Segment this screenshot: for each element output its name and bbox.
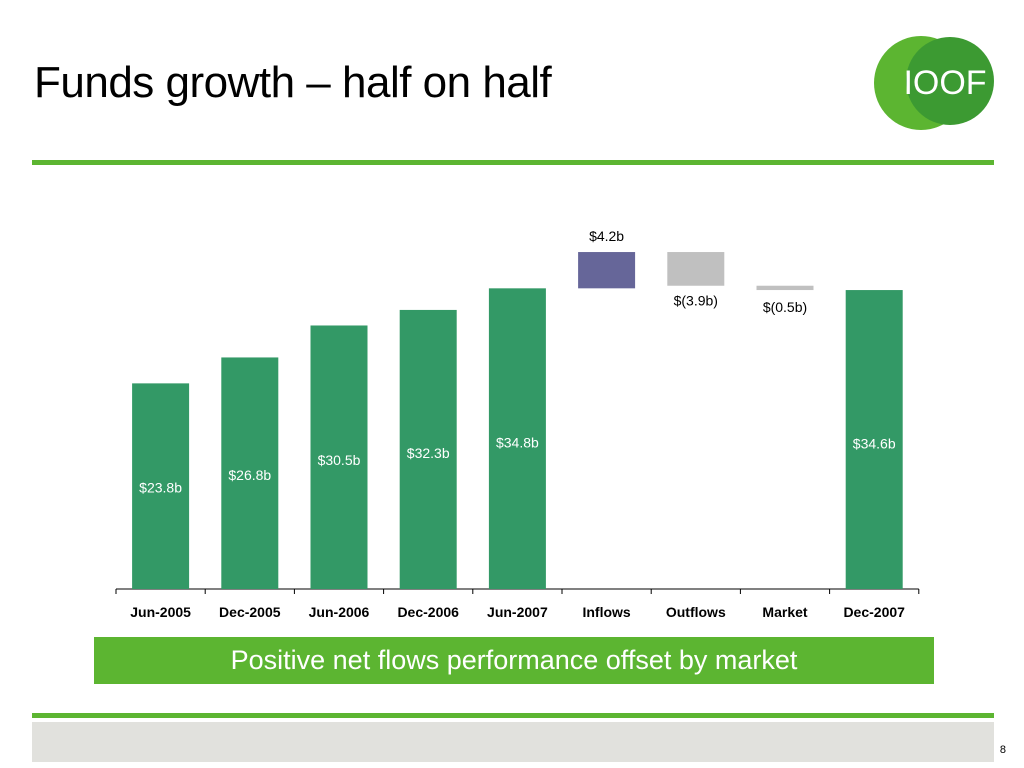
data-label: $34.6b — [853, 435, 896, 451]
data-label: $23.8b — [139, 479, 182, 495]
data-label: $(3.9b) — [674, 293, 718, 309]
x-tick-label: Jun-2006 — [309, 604, 370, 620]
data-label: $32.3b — [407, 445, 450, 461]
data-label: $4.2b — [589, 228, 624, 244]
x-tick-label: Dec-2006 — [397, 604, 459, 620]
x-tick-label: Dec-2007 — [843, 604, 905, 620]
data-label: $26.8b — [228, 467, 271, 483]
bar-dec-2005 — [221, 357, 279, 589]
bar-jun-2007 — [488, 288, 546, 589]
bar-jun-2006 — [310, 325, 368, 589]
bar-dec-2007 — [845, 290, 903, 589]
header-divider — [32, 160, 994, 165]
ioof-logo: IOOF — [874, 36, 994, 130]
funds-growth-chart: $23.8b Jun-2005 $26.8b Dec-2005 $30.5b Jun-20… — [115, 228, 920, 620]
data-label: $30.5b — [318, 452, 361, 468]
x-tick-label: Dec-2005 — [219, 604, 281, 620]
bar-dec-2006 — [399, 309, 457, 589]
x-tick-label: Jun-2005 — [130, 604, 191, 620]
callout-banner: Positive net flows performance offset by… — [94, 637, 934, 684]
x-tick-label: Market — [762, 604, 807, 620]
data-label: $34.8b — [496, 435, 539, 451]
bar-inflows — [578, 252, 636, 289]
bar-jun-2005 — [132, 383, 190, 589]
logo-text: IOOF — [903, 64, 986, 102]
logo-inner-circle — [906, 37, 994, 125]
footer-divider — [32, 713, 994, 718]
x-tick-label: Inflows — [582, 604, 630, 620]
x-tick-label: Outflows — [666, 604, 726, 620]
slide-title: Funds growth – half on half — [34, 58, 552, 107]
footer-band — [32, 722, 994, 762]
bar-outflows — [667, 252, 725, 286]
data-label: $(0.5b) — [763, 299, 807, 315]
x-tick-label: Jun-2007 — [487, 604, 548, 620]
bar-market — [756, 285, 814, 291]
page-number: 8 — [999, 744, 1006, 756]
